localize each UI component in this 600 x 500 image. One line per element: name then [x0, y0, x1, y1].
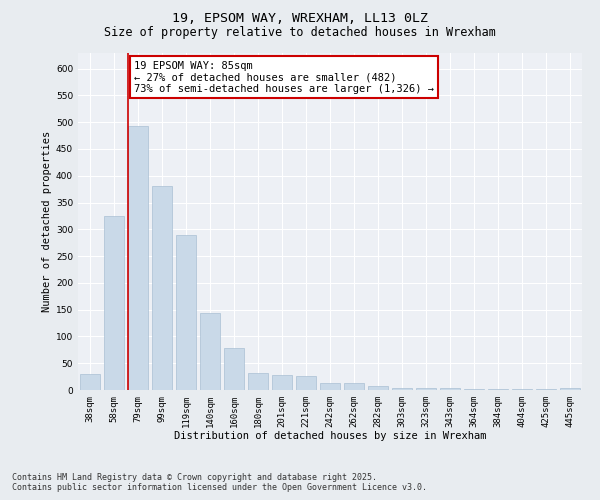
Bar — [320, 382, 340, 390]
Bar — [200, 314, 220, 390]
Bar — [368, 386, 388, 390]
Bar — [416, 388, 436, 390]
Bar — [296, 376, 316, 390]
Bar — [392, 388, 412, 390]
Bar — [80, 374, 100, 390]
Bar — [104, 216, 124, 390]
X-axis label: Distribution of detached houses by size in Wrexham: Distribution of detached houses by size … — [174, 432, 486, 442]
Bar — [464, 389, 484, 390]
Bar — [488, 389, 508, 390]
Bar — [560, 388, 580, 390]
Text: 19 EPSOM WAY: 85sqm
← 27% of detached houses are smaller (482)
73% of semi-detac: 19 EPSOM WAY: 85sqm ← 27% of detached ho… — [134, 60, 434, 94]
Bar — [248, 373, 268, 390]
Bar — [512, 389, 532, 390]
Bar — [224, 348, 244, 390]
Bar — [128, 126, 148, 390]
Bar — [176, 234, 196, 390]
Bar — [272, 375, 292, 390]
Y-axis label: Number of detached properties: Number of detached properties — [42, 130, 52, 312]
Bar — [440, 388, 460, 390]
Bar — [152, 186, 172, 390]
Text: Contains HM Land Registry data © Crown copyright and database right 2025.
Contai: Contains HM Land Registry data © Crown c… — [12, 473, 427, 492]
Text: Size of property relative to detached houses in Wrexham: Size of property relative to detached ho… — [104, 26, 496, 39]
Bar — [344, 383, 364, 390]
Text: 19, EPSOM WAY, WREXHAM, LL13 0LZ: 19, EPSOM WAY, WREXHAM, LL13 0LZ — [172, 12, 428, 26]
